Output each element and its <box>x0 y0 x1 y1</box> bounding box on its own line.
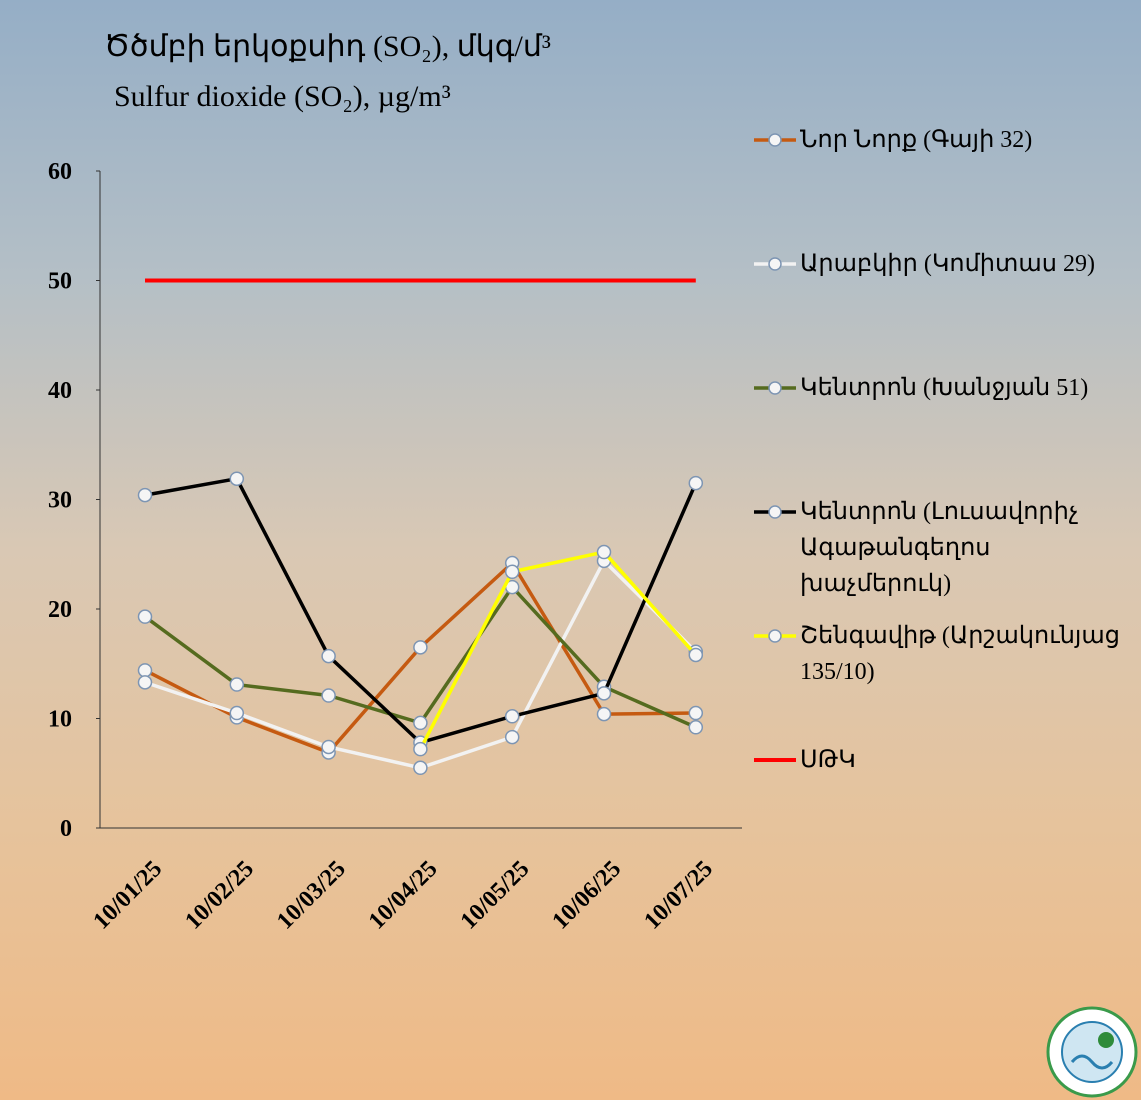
x-tick-label: 10/07/25 <box>639 856 718 935</box>
legend-item: Կենտրոն (Խանջյան 51) <box>752 370 1122 494</box>
legend: Նոր Նորք (Գայի 32) Արաբկիր (Կոմիտաս 29) Կե… <box>752 122 1122 866</box>
legend-label: Կենտրոն (Լուսավորիչ Ագաթանգեղոս խաչմերու… <box>800 499 1079 597</box>
point <box>596 544 612 560</box>
point <box>321 648 336 664</box>
y-tick-label: 30 <box>48 488 72 514</box>
legend-item: ՍԹԿ <box>752 742 1122 866</box>
y-tick-label: 20 <box>48 597 72 623</box>
legend-swatch <box>754 381 796 395</box>
y-tick-label: 60 <box>48 159 72 185</box>
point <box>688 647 704 663</box>
legend-marker <box>768 381 782 395</box>
point <box>413 760 428 776</box>
logo <box>1046 1006 1138 1098</box>
legend-item: Կենտրոն (Լուսավորիչ Ագաթանգեղոս խաչմերու… <box>752 494 1122 618</box>
y-tick-label: 10 <box>48 707 72 733</box>
point <box>688 720 704 735</box>
x-tick-label: 10/02/25 <box>180 856 259 935</box>
point <box>321 739 336 755</box>
legend-swatch <box>754 505 796 519</box>
x-tick-label: 10/01/25 <box>89 856 168 935</box>
point <box>321 688 336 703</box>
point <box>413 741 428 757</box>
point <box>688 475 704 491</box>
y-tick-label: 0 <box>60 816 72 842</box>
legend-swatch <box>754 133 796 147</box>
y-tick-label: 50 <box>48 269 72 295</box>
legend-label: ՍԹԿ <box>800 747 856 773</box>
point <box>229 471 245 486</box>
legend-marker <box>768 257 782 271</box>
point <box>137 609 153 624</box>
legend-marker <box>768 133 782 147</box>
legend-swatch <box>754 257 796 271</box>
legend-label: Կենտրոն (Խանջյան 51) <box>800 375 1089 401</box>
point <box>137 663 153 678</box>
legend-marker <box>768 505 782 519</box>
point <box>504 564 520 580</box>
x-tick-label: 10/03/25 <box>272 856 351 935</box>
chart-subtitle: Sulfur dioxide (SO₂), µg/m³ <box>114 80 451 113</box>
point <box>504 729 520 745</box>
legend-label: Արաբկիր (Կոմիտաս 29) <box>800 251 1095 277</box>
chart-title: Ծծմբի երկօքսիդ (SO₂), մկգ/մ³ <box>104 30 551 63</box>
point <box>229 677 245 692</box>
point <box>137 675 153 690</box>
y-tick-label: 40 <box>48 378 72 404</box>
legend-item: Արաբկիր (Կոմիտաս 29) <box>752 246 1122 370</box>
point <box>504 709 520 724</box>
legend-label: Նոր Նորք (Գայի 32) <box>800 127 1033 153</box>
point <box>229 705 245 721</box>
point <box>137 487 153 503</box>
point <box>413 640 428 655</box>
point <box>413 715 428 731</box>
series-line <box>418 550 698 750</box>
legend-swatch <box>754 629 796 643</box>
x-tick-label: 10/05/25 <box>456 856 535 935</box>
legend-item: Նոր Նորք (Գայի 32) <box>752 122 1122 246</box>
legend-swatch <box>754 758 796 762</box>
series-line <box>143 585 697 729</box>
legend-label: Շենգավիթ (Արշակունյաց 135/10) <box>800 623 1120 685</box>
point <box>596 706 612 722</box>
x-tick-label: 10/04/25 <box>364 856 443 935</box>
series-line <box>144 476 698 745</box>
point <box>596 686 612 701</box>
legend-item: Շենգավիթ (Արշակունյաց 135/10) <box>752 618 1122 742</box>
point <box>688 705 704 721</box>
x-tick-label: 10/06/25 <box>548 856 627 935</box>
legend-marker <box>768 629 782 643</box>
